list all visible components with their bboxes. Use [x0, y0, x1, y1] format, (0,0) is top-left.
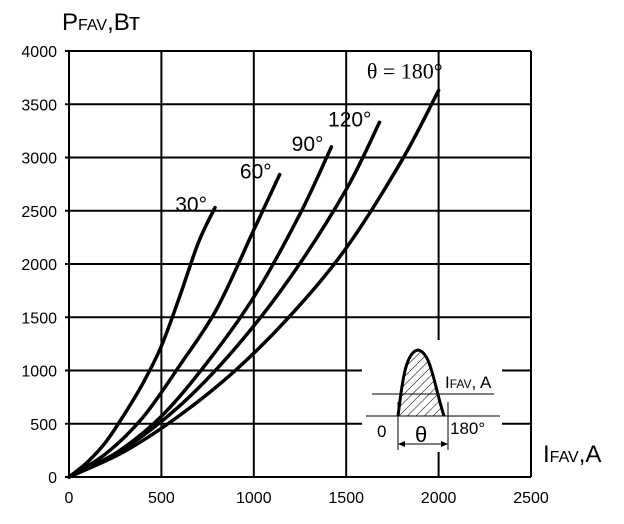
y-tick-label: 1000: [21, 364, 57, 381]
x-tick-label: 2500: [513, 490, 549, 507]
x-tick-label: 1500: [328, 490, 364, 507]
series-line: [67, 205, 217, 479]
y-axis-title-unit: ,Вт: [107, 9, 140, 36]
series-label: 30°: [175, 194, 207, 217]
inset-end-label: 180°: [450, 419, 485, 438]
y-tick-label: 0: [48, 470, 57, 487]
y-tick-label: 2500: [21, 204, 57, 221]
x-tick-label: 1000: [236, 490, 272, 507]
x-axis-title-sub: FAV: [550, 449, 579, 466]
inset-pulse-outline: [396, 348, 446, 417]
y-axis-title: PFAV,Вт: [62, 9, 140, 36]
series-line: [67, 172, 282, 479]
inset-current-main: I: [445, 373, 450, 392]
conduction-angle-inset: IFAV, A 0 θ 180°: [362, 340, 502, 452]
x-tick-label: 0: [65, 490, 74, 507]
x-tick-label: 2000: [421, 490, 457, 507]
inset-current-label: IFAV, A: [445, 373, 492, 392]
y-tick-label: 3500: [21, 97, 57, 114]
ticks: 0 500 1000 1500 2000 2500 0 500 1000 1500 2000 2500…: [21, 44, 548, 507]
series-group: [67, 88, 441, 479]
y-tick-label: 3000: [21, 151, 57, 168]
y-tick-label: 500: [30, 417, 57, 434]
series-label: 90°: [292, 133, 324, 156]
series-label: 120°: [328, 108, 371, 131]
inset-zero-label: 0: [377, 422, 386, 441]
y-tick-label: 4000: [21, 44, 57, 61]
inset-pulse-fill: [398, 350, 444, 416]
x-tick-label: 500: [148, 490, 175, 507]
grid: [65, 50, 532, 478]
inset-theta-label: θ: [415, 422, 427, 447]
inset-current-unit: , A: [472, 373, 493, 392]
inset-arrowhead-left: [398, 441, 405, 447]
y-tick-label: 1500: [21, 310, 57, 327]
series-line: [67, 88, 441, 479]
x-axis-title: IFAV,A: [543, 441, 601, 468]
series-line: [67, 120, 382, 479]
series-label: θ = 180°: [367, 58, 443, 83]
y-axis-title-main: P: [62, 9, 78, 36]
series-label: 60°: [240, 161, 272, 184]
y-axis-title-sub: FAV: [78, 17, 107, 34]
labels-group: 30° 60° 90°120° θ = 180°: [175, 58, 442, 216]
inset-current-sub: FAV: [450, 377, 472, 391]
y-tick-label: 2000: [21, 257, 57, 274]
inset-arrowhead-right: [441, 441, 448, 447]
x-axis-title-unit: ,A: [579, 441, 602, 468]
x-axis-title-main: I: [543, 441, 550, 468]
